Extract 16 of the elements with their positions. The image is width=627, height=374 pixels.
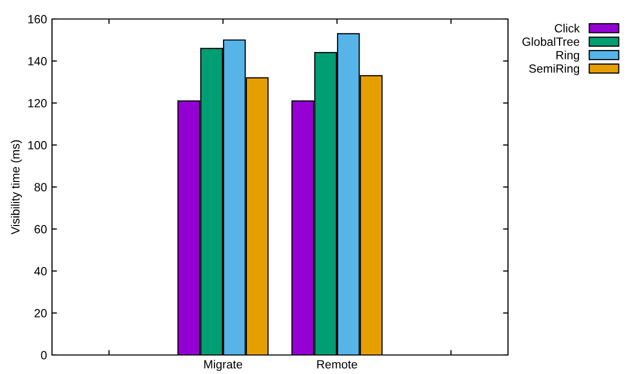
y-tick-label: 140 — [28, 57, 47, 66]
y-tick-label: 160 — [28, 15, 47, 24]
legend-label: Ring — [556, 50, 580, 62]
y-tick-label: 40 — [34, 267, 47, 276]
legend-label: GlobalTree — [522, 37, 580, 46]
legend-label: SemiRing — [529, 64, 580, 76]
x-tick-label: Remote — [317, 360, 358, 369]
y-tick-label: 60 — [34, 225, 47, 234]
legend-label: Click — [554, 24, 580, 32]
y-tick-label: 120 — [28, 99, 47, 108]
x-tick-label: Migrate — [204, 360, 242, 371]
y-tick-label: 20 — [34, 309, 47, 318]
y-tick-label: 0 — [41, 351, 47, 360]
y-tick-label: 100 — [28, 141, 47, 150]
y-tick-label: 80 — [34, 183, 47, 192]
y-axis-title: Visibility time (ms) — [10, 140, 22, 234]
